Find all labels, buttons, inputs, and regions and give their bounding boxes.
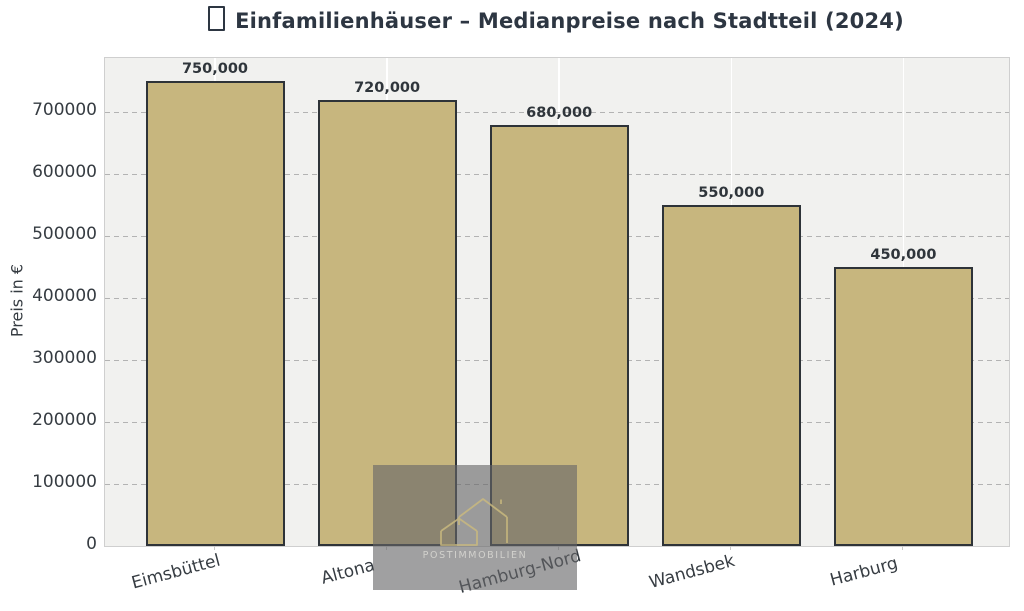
y-tick-label: 300000 (32, 348, 97, 369)
y-tick-label: 100000 (32, 472, 97, 493)
x-tick-mark (730, 546, 732, 550)
x-tick-mark (902, 546, 904, 550)
watermark-text: POSTIMMOBILIEN (422, 549, 528, 561)
x-tick-label-Harburg: Harburg (828, 553, 901, 591)
y-tick-label: 400000 (32, 286, 97, 307)
bar-Wandsbek (661, 205, 801, 546)
bar-value-label: 450,000 (870, 247, 937, 264)
watermark: POSTIMMOBILIEN (373, 465, 577, 590)
y-tick-label: 700000 (32, 100, 97, 121)
house-outline-icon (440, 497, 508, 546)
bar-value-label: 680,000 (526, 104, 593, 121)
bar-value-label: 550,000 (698, 185, 765, 202)
house-emoji-missing-glyph-icon (208, 6, 226, 31)
y-tick-label: 0 (86, 534, 97, 554)
x-tick-label-Eimsbüttel: Eimsbüttel (129, 550, 223, 594)
x-tick-label-Wandsbek: Wandsbek (647, 550, 738, 594)
y-tick-label: 500000 (32, 224, 97, 245)
y-tick-label: 200000 (32, 410, 97, 431)
x-tick-mark (214, 546, 215, 550)
horizontal-gridline (105, 112, 1009, 114)
x-tick-label-Altona: Altona (319, 555, 378, 589)
plot-area: 750,000 720,000 680,000 550,000 450,000 (104, 57, 1010, 547)
y-tick-label: 600000 (32, 162, 97, 183)
bar-Harburg (833, 267, 973, 546)
chart-title: Einfamilienhäuser – Medianpreise nach St… (104, 6, 1008, 33)
bar-value-label: 750,000 (181, 61, 249, 78)
chart-title-text: Einfamilienhäuser – Medianpreise nach St… (235, 9, 904, 33)
bar-Eimsbüttel (145, 81, 285, 546)
bar-value-label: 720,000 (354, 79, 421, 96)
